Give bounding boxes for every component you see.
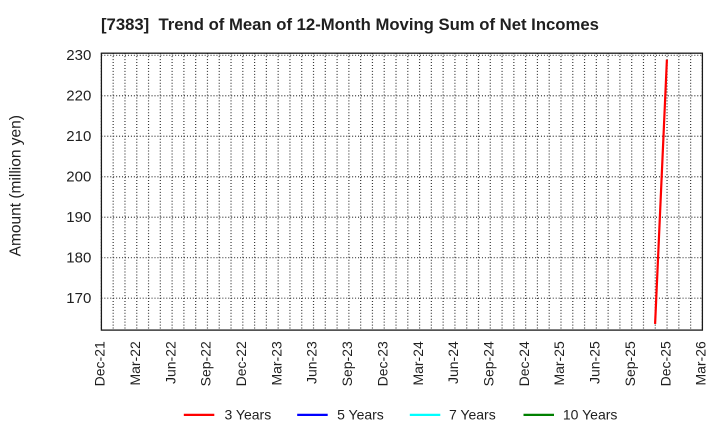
svg-text:Dec-24: Dec-24 bbox=[516, 341, 532, 386]
svg-text:Jun-22: Jun-22 bbox=[162, 341, 178, 384]
svg-text:180: 180 bbox=[66, 249, 91, 266]
svg-text:170: 170 bbox=[66, 290, 91, 307]
svg-text:230: 230 bbox=[66, 47, 91, 64]
svg-text:Mar-25: Mar-25 bbox=[551, 341, 567, 386]
svg-text:210: 210 bbox=[66, 128, 91, 145]
svg-text:200: 200 bbox=[66, 168, 91, 185]
svg-text:Mar-26: Mar-26 bbox=[693, 341, 709, 386]
svg-text:3 Years: 3 Years bbox=[225, 407, 272, 423]
svg-text:[7383] Trend of Mean of 12-Mo: [7383] Trend of Mean of 12-Month Moving … bbox=[101, 15, 599, 34]
svg-text:10 Years: 10 Years bbox=[563, 407, 618, 423]
svg-text:5 Years: 5 Years bbox=[337, 407, 384, 423]
svg-text:Dec-25: Dec-25 bbox=[657, 341, 673, 386]
svg-text:Sep-22: Sep-22 bbox=[198, 341, 214, 386]
svg-text:Jun-25: Jun-25 bbox=[587, 341, 603, 384]
svg-text:Jun-24: Jun-24 bbox=[445, 341, 461, 384]
svg-text:Sep-25: Sep-25 bbox=[622, 341, 638, 386]
svg-text:Jun-23: Jun-23 bbox=[304, 341, 320, 384]
svg-text:Mar-24: Mar-24 bbox=[410, 341, 426, 386]
svg-text:220: 220 bbox=[66, 87, 91, 104]
svg-text:Mar-22: Mar-22 bbox=[127, 341, 143, 386]
svg-text:Amount (million yen): Amount (million yen) bbox=[7, 115, 24, 256]
svg-text:190: 190 bbox=[66, 209, 91, 226]
svg-text:Sep-23: Sep-23 bbox=[339, 341, 355, 386]
svg-text:7 Years: 7 Years bbox=[449, 407, 496, 423]
svg-text:Mar-23: Mar-23 bbox=[268, 341, 284, 386]
svg-text:Dec-23: Dec-23 bbox=[374, 341, 390, 386]
svg-text:Dec-22: Dec-22 bbox=[233, 341, 249, 386]
svg-text:Dec-21: Dec-21 bbox=[92, 341, 108, 386]
svg-text:Sep-24: Sep-24 bbox=[480, 341, 496, 386]
